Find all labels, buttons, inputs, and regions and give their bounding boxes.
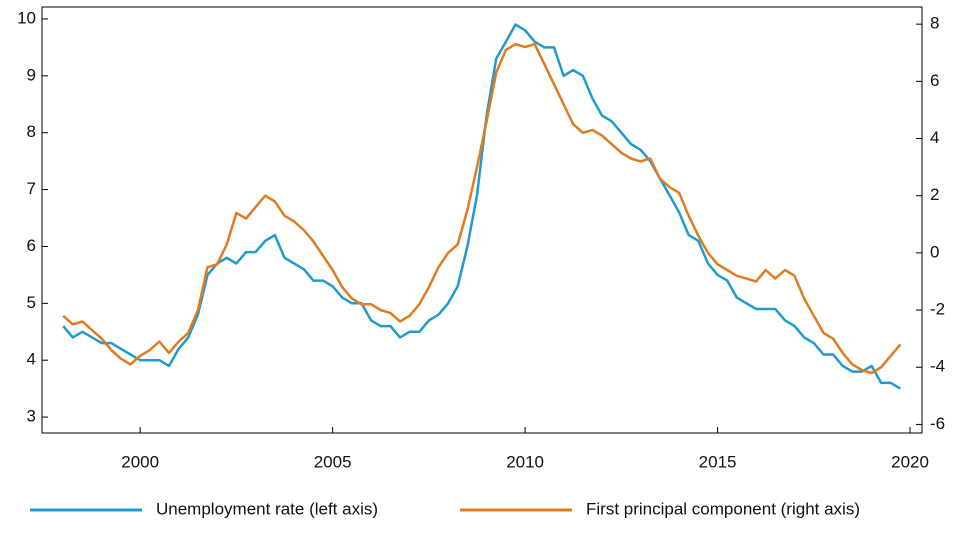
y-tick-label: 5	[27, 293, 36, 312]
y-tick-label: 4	[27, 350, 36, 369]
x-tick-label: 2020	[891, 452, 929, 471]
series-line	[62, 42, 902, 375]
y-tick-label: 3	[27, 407, 36, 426]
x-tick-label: 2015	[699, 452, 737, 471]
y2-tick-label: 6	[930, 71, 939, 90]
y-tick-label: 6	[27, 236, 36, 255]
y-tick-label: 9	[27, 65, 36, 84]
y-tick-label: 8	[27, 122, 36, 141]
y2-tick-label: -6	[930, 414, 945, 433]
y2-tick-label: 8	[930, 14, 939, 33]
x-tick-label: 2010	[506, 452, 544, 471]
legend-label: First principal component (right axis)	[586, 499, 860, 518]
series-line	[62, 23, 902, 390]
y2-tick-label: 2	[930, 185, 939, 204]
x-tick-label: 2005	[314, 452, 352, 471]
y-tick-label: 10	[17, 8, 36, 27]
y2-tick-label: -2	[930, 300, 945, 319]
legend-label: Unemployment rate (left axis)	[156, 499, 378, 518]
plot-frame	[41, 6, 923, 434]
y2-tick-label: -4	[930, 357, 945, 376]
y2-tick-label: 4	[930, 128, 939, 147]
x-tick-label: 2000	[121, 452, 159, 471]
y-tick-label: 7	[27, 179, 36, 198]
y2-tick-label: 0	[930, 242, 939, 261]
